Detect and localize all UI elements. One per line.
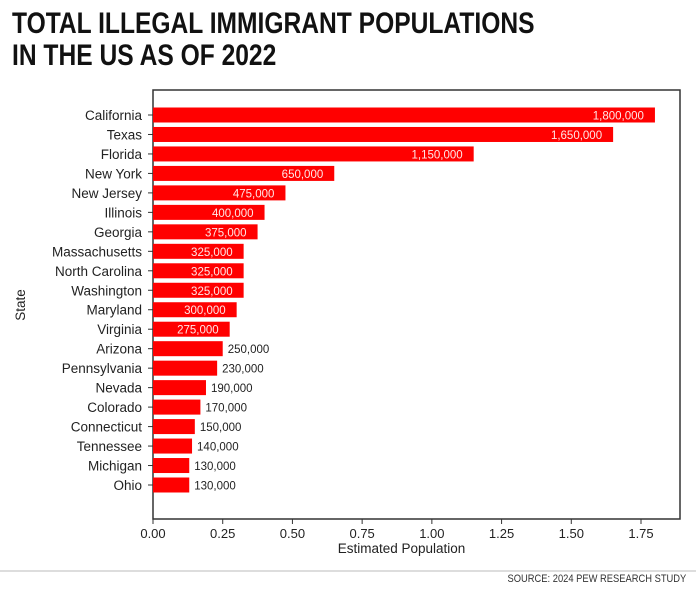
y-axis-label: State	[13, 289, 28, 321]
data-label: 400,000	[212, 208, 254, 220]
data-label: 170,000	[205, 403, 247, 415]
data-label: 190,000	[211, 383, 253, 395]
y-tick-label-ohio: Ohio	[113, 478, 142, 493]
y-tick-label-pennsylvania: Pennsylvania	[62, 361, 143, 376]
y-tick-label-arizona: Arizona	[96, 342, 142, 357]
data-label: 300,000	[184, 305, 226, 317]
bar-california	[153, 107, 655, 123]
data-label: 325,000	[191, 266, 233, 278]
data-label: 325,000	[191, 286, 233, 298]
bar-tennessee	[153, 438, 193, 454]
y-tick-label-florida: Florida	[101, 147, 143, 162]
data-label: 130,000	[194, 461, 236, 473]
bar-florida	[153, 146, 474, 162]
bar-pennsylvania	[153, 360, 218, 376]
y-tick-label-washington: Washington	[71, 283, 142, 298]
x-tick-label: 0.25	[210, 526, 235, 541]
bar-colorado	[153, 399, 201, 415]
y-tick-label-north-carolina: North Carolina	[55, 264, 143, 279]
data-label: 475,000	[233, 188, 275, 200]
y-tick-label-tennessee: Tennessee	[77, 439, 142, 454]
x-axis-label: Estimated Population	[338, 541, 466, 556]
y-tick-label-texas: Texas	[107, 127, 143, 142]
bar-nevada	[153, 380, 206, 396]
data-label: 1,650,000	[551, 130, 602, 142]
data-label: 250,000	[228, 344, 270, 356]
bar-ohio	[153, 477, 190, 493]
data-label: 275,000	[177, 325, 219, 337]
title-line-1: TOTAL ILLEGAL IMMIGRANT POPULATIONS	[12, 7, 535, 40]
data-label: 140,000	[197, 442, 239, 454]
x-tick-label: 1.75	[628, 526, 653, 541]
x-tick-label: 0.50	[280, 526, 305, 541]
data-label: 230,000	[222, 364, 264, 376]
bar-arizona	[153, 341, 223, 357]
y-tick-label-illinois: Illinois	[104, 205, 142, 220]
bar-illinois	[153, 204, 265, 220]
bar-new-york	[153, 165, 335, 181]
x-tick-label: 1.50	[559, 526, 584, 541]
y-tick-label-massachusetts: Massachusetts	[52, 244, 142, 259]
x-tick-label: 0.00	[140, 526, 165, 541]
bar-north-carolina	[153, 263, 244, 279]
data-label: 650,000	[282, 169, 324, 181]
y-tick-label-georgia: Georgia	[94, 225, 143, 240]
source-note: SOURCE: 2024 PEW RESEARCH STUDY	[507, 573, 686, 585]
bar-connecticut	[153, 419, 195, 435]
data-label: 325,000	[191, 247, 233, 259]
bar-michigan	[153, 458, 190, 474]
data-label: 1,800,000	[593, 111, 644, 123]
x-tick-label: 1.25	[489, 526, 514, 541]
y-tick-label-virginia: Virginia	[97, 322, 142, 337]
y-tick-label-california: California	[85, 108, 143, 123]
bar-washington	[153, 282, 244, 298]
bar-texas	[153, 126, 614, 142]
bar-maryland	[153, 302, 237, 318]
y-tick-label-new-jersey: New Jersey	[71, 186, 142, 201]
y-tick-label-connecticut: Connecticut	[71, 420, 143, 435]
data-label: 130,000	[194, 481, 236, 493]
y-tick-label-michigan: Michigan	[88, 459, 142, 474]
bar-new-jersey	[153, 185, 286, 201]
x-tick-label: 1.00	[419, 526, 444, 541]
divider	[0, 570, 696, 572]
data-label: 375,000	[205, 227, 247, 239]
x-tick-label: 0.75	[349, 526, 374, 541]
data-label: 1,150,000	[412, 149, 463, 161]
y-tick-label-maryland: Maryland	[86, 303, 142, 318]
y-tick-label-new-york: New York	[85, 166, 142, 181]
bar-georgia	[153, 224, 258, 240]
bar-virginia	[153, 321, 230, 337]
y-tick-label-colorado: Colorado	[87, 400, 142, 415]
bar-massachusetts	[153, 243, 244, 259]
chart-title: TOTAL ILLEGAL IMMIGRANT POPULATIONS IN T…	[12, 8, 535, 72]
y-tick-label-nevada: Nevada	[95, 381, 142, 396]
title-line-2: IN THE US AS OF 2022	[12, 39, 277, 72]
data-label: 150,000	[200, 422, 242, 434]
